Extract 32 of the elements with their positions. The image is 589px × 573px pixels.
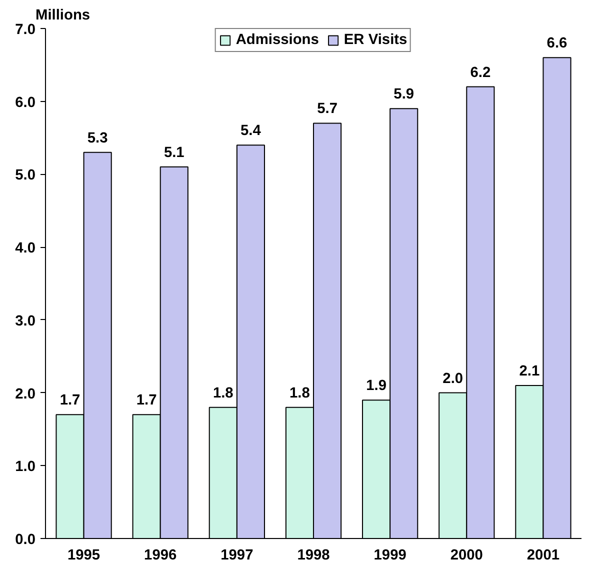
data-label: 1.7: [60, 392, 80, 409]
data-label: 5.9: [394, 86, 414, 103]
x-tick-label: 1999: [374, 548, 406, 564]
data-label: 2.1: [519, 364, 540, 380]
legend-label: Admissions: [236, 32, 319, 48]
data-label: 1.9: [366, 378, 386, 394]
x-tick-label: 1997: [220, 548, 254, 564]
x-tick-label: 2001: [526, 548, 560, 564]
y-tick-label: 6.0: [15, 94, 36, 111]
data-label: 6.2: [470, 64, 491, 81]
y-tick-label: 7.0: [15, 22, 36, 38]
x-tick-label: 2000: [450, 548, 483, 564]
y-tick-label: 0.0: [15, 532, 36, 548]
y-axis-title: Millions: [36, 8, 90, 24]
data-label: 1.8: [290, 385, 310, 402]
y-tick-label: 1.0: [15, 459, 36, 476]
legend-label: ER Visits: [344, 32, 408, 48]
data-label: 5.3: [87, 130, 108, 146]
data-label: 5.4: [240, 123, 262, 140]
data-label: 1.8: [212, 385, 234, 402]
data-label: 5.7: [317, 101, 338, 118]
data-label: 2.0: [442, 370, 464, 387]
x-tick-label: 1996: [144, 548, 177, 564]
y-tick-label: 2.0: [15, 386, 36, 402]
data-label: 6.6: [546, 36, 568, 52]
x-tick-label: 1995: [67, 548, 100, 564]
data-label: 1.7: [136, 392, 157, 409]
y-tick-label: 5.0: [15, 168, 36, 184]
data-label: 5.1: [164, 144, 184, 161]
y-tick-label: 3.0: [15, 313, 36, 330]
y-tick-label: 4.0: [15, 240, 36, 257]
x-tick-label: 1998: [297, 548, 330, 564]
